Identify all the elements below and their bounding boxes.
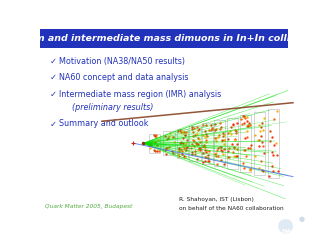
Bar bbox=[268, 109, 279, 178]
Bar bbox=[202, 123, 213, 164]
Text: ✓: ✓ bbox=[50, 57, 57, 66]
Text: (preliminary results): (preliminary results) bbox=[72, 103, 154, 112]
Bar bbox=[240, 115, 252, 172]
Bar bbox=[164, 131, 174, 155]
Text: NA60: NA60 bbox=[282, 228, 300, 234]
Text: ✓: ✓ bbox=[50, 90, 57, 99]
Text: ●: ● bbox=[276, 216, 293, 234]
Bar bbox=[40, 29, 288, 48]
Bar bbox=[177, 129, 188, 158]
Bar bbox=[148, 134, 160, 153]
Text: ✓: ✓ bbox=[50, 120, 57, 128]
Bar bbox=[214, 120, 225, 167]
Text: on behalf of the NA60 collaboration: on behalf of the NA60 collaboration bbox=[179, 206, 284, 211]
Text: Intermediate mass region (IMR) analysis: Intermediate mass region (IMR) analysis bbox=[59, 90, 221, 99]
Bar bbox=[227, 118, 238, 169]
Text: NA60 concept and data analysis: NA60 concept and data analysis bbox=[59, 73, 188, 82]
Text: ●: ● bbox=[299, 216, 305, 222]
Bar bbox=[254, 112, 265, 175]
Text: Summary and outlook: Summary and outlook bbox=[59, 120, 148, 128]
Bar bbox=[189, 126, 201, 161]
Text: Motivation (NA38/NA50 results): Motivation (NA38/NA50 results) bbox=[59, 57, 185, 66]
Text: Quark Matter 2005, Budapest: Quark Matter 2005, Budapest bbox=[45, 204, 132, 209]
Text: ✓: ✓ bbox=[50, 73, 57, 82]
Text: R. Shahoyan, IST (Lisbon): R. Shahoyan, IST (Lisbon) bbox=[179, 197, 254, 202]
Text: Charm and intermediate mass dimuons in In+In collisions: Charm and intermediate mass dimuons in I… bbox=[10, 34, 318, 43]
